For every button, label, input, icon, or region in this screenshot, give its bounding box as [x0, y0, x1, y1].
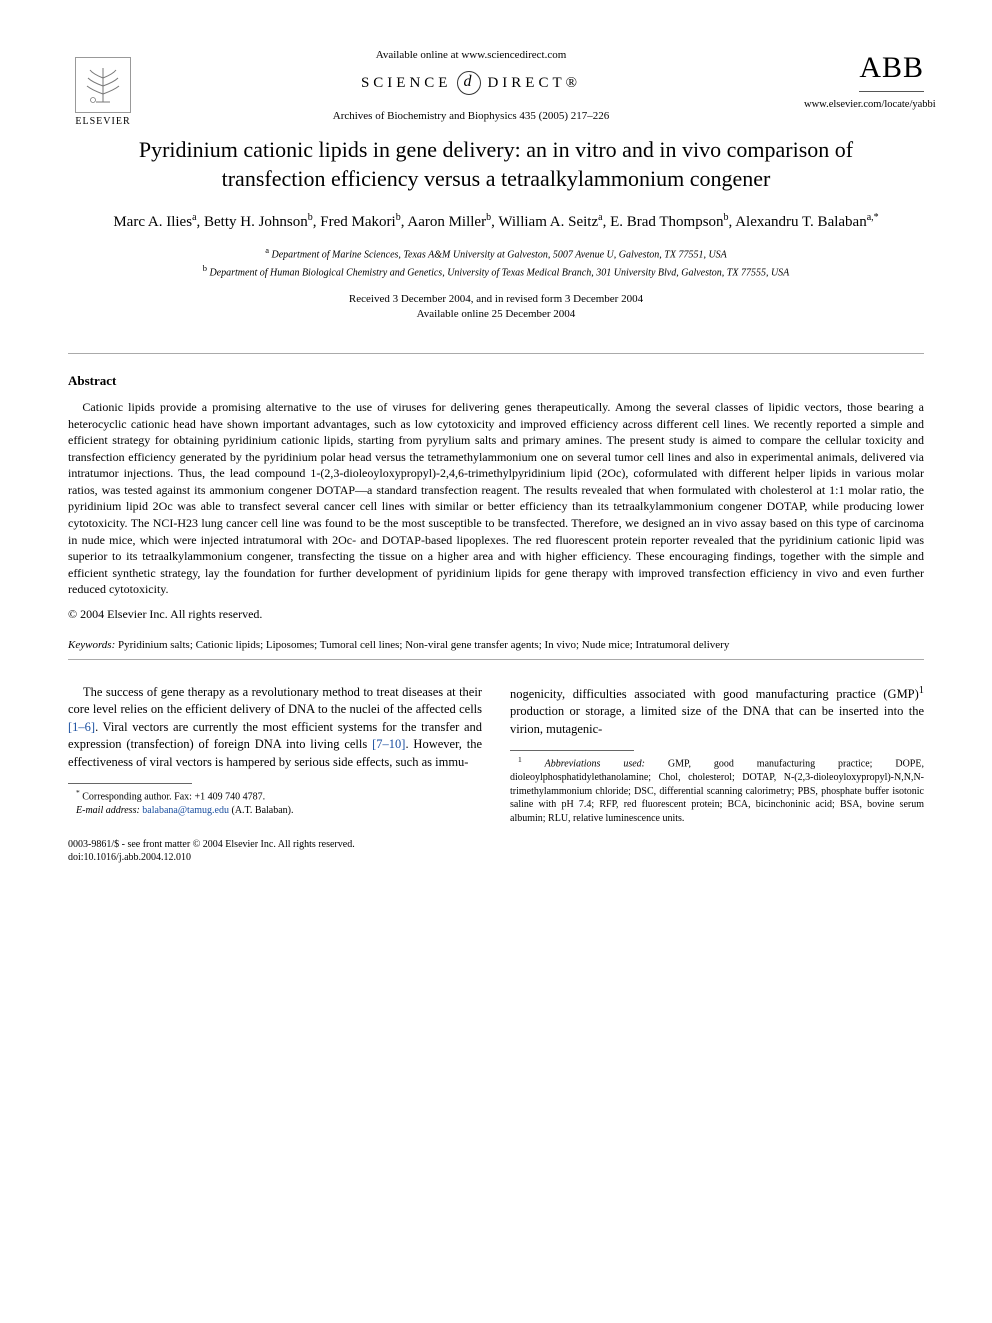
sciencedirect-left: SCIENCE — [361, 73, 452, 93]
journal-url: www.elsevier.com/locate/yabbi — [804, 98, 924, 112]
article-title: Pyridinium cationic lipids in gene deliv… — [88, 136, 904, 193]
citation-link[interactable]: [7–10] — [372, 737, 405, 751]
footnote-rule — [510, 750, 634, 751]
footnote-rule — [68, 783, 192, 784]
sciencedirect-logo: SCIENCE DIRECT® — [154, 71, 788, 95]
page-header: ELSEVIER Available online at www.science… — [68, 48, 924, 128]
available-online-text: Available online at www.sciencedirect.co… — [154, 48, 788, 63]
body-paragraph-1: The success of gene therapy as a revolut… — [68, 684, 482, 772]
divider-before-abstract — [68, 353, 924, 354]
affiliations: a Department of Marine Sciences, Texas A… — [68, 245, 924, 280]
email-link[interactable]: balabana@tamug.edu — [142, 805, 229, 816]
journal-abbrev: ABB — [859, 48, 924, 92]
body-paragraph-2: nogenicity, difficulties associated with… — [510, 684, 924, 739]
left-column-footnotes: * Corresponding author. Fax: +1 409 740 … — [68, 783, 482, 863]
online-date: Available online 25 December 2004 — [68, 307, 924, 322]
issn-line: 0003-9861/$ - see front matter © 2004 El… — [68, 838, 482, 851]
corresponding-author-footnote: * Corresponding author. Fax: +1 409 740 … — [68, 788, 482, 804]
abstract-heading: Abstract — [68, 372, 924, 390]
publisher-label: ELSEVIER — [75, 115, 130, 129]
center-header: Available online at www.sciencedirect.co… — [138, 48, 804, 124]
elsevier-logo: ELSEVIER — [68, 48, 138, 128]
body-text-columns: The success of gene therapy as a revolut… — [68, 684, 924, 864]
citation-link[interactable]: [1–6] — [68, 720, 95, 734]
divider-after-keywords — [68, 659, 924, 660]
email-footnote: E-mail address: balabana@tamug.edu (A.T.… — [68, 804, 482, 818]
sciencedirect-right: DIRECT® — [487, 73, 581, 93]
front-matter-meta: 0003-9861/$ - see front matter © 2004 El… — [68, 838, 482, 864]
received-date: Received 3 December 2004, and in revised… — [68, 292, 924, 307]
keywords-label: Keywords: — [68, 639, 115, 651]
article-dates: Received 3 December 2004, and in revised… — [68, 292, 924, 323]
sciencedirect-circle-icon — [457, 71, 481, 95]
affiliation-a: a Department of Marine Sciences, Texas A… — [68, 245, 924, 262]
authors-list: Marc A. Iliesa, Betty H. Johnsonb, Fred … — [68, 211, 924, 233]
keywords-list: Pyridinium salts; Cationic lipids; Lipos… — [118, 639, 729, 651]
abbreviations-footnote: 1 Abbreviations used: GMP, good manufact… — [510, 755, 924, 825]
doi-line: doi:10.1016/j.abb.2004.12.010 — [68, 851, 482, 864]
elsevier-tree-icon — [75, 57, 131, 113]
affiliation-b: b Department of Human Biological Chemist… — [68, 263, 924, 280]
keywords-line: Keywords: Pyridinium salts; Cationic lip… — [68, 638, 924, 653]
right-column-footnotes: 1 Abbreviations used: GMP, good manufact… — [510, 750, 924, 825]
journal-abbrev-block: ABB www.elsevier.com/locate/yabbi — [804, 48, 924, 112]
journal-reference: Archives of Biochemistry and Biophysics … — [154, 109, 788, 124]
abstract-body: Cationic lipids provide a promising alte… — [68, 399, 924, 598]
abstract-copyright: © 2004 Elsevier Inc. All rights reserved… — [68, 606, 924, 622]
